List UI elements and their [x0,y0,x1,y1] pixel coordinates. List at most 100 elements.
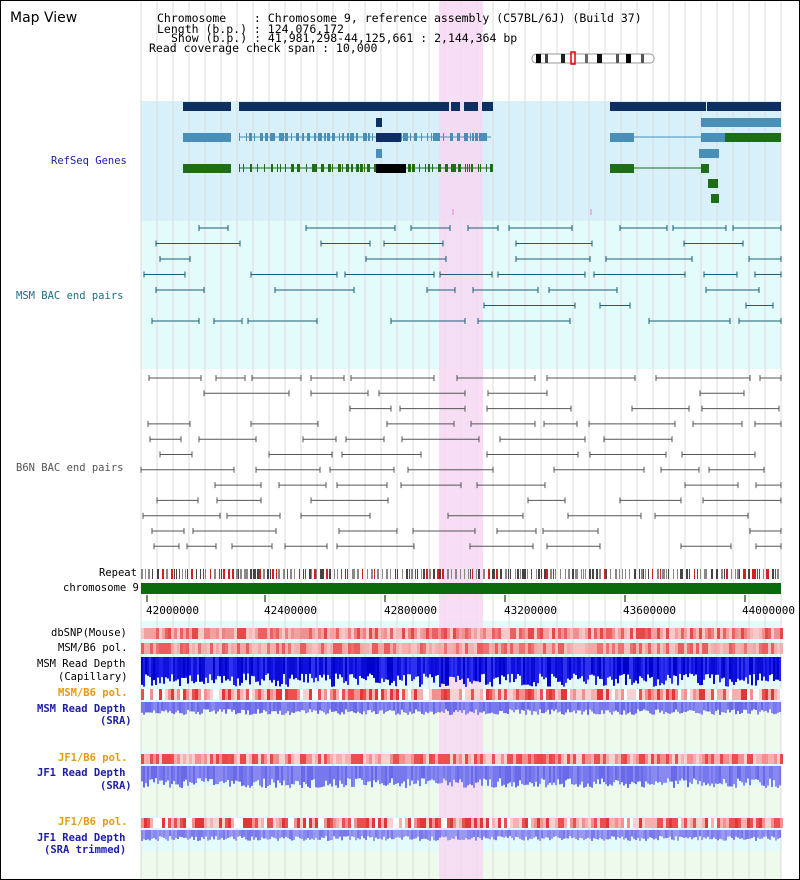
dbsnp-heat [540,628,543,639]
jf1-read-depth-trim-bar [327,830,329,841]
msm-b6-pol-heat-2 [264,689,267,700]
msm-b6-pol-heat [369,643,372,654]
msm-b6-pol-heat-2 [726,689,729,700]
jf1-read-depth-trim-bar [493,830,495,840]
msm-b6-pol-heat [348,643,351,654]
msm-b6-pol-heat-2 [774,689,777,700]
msm-read-depth-cap-bar [711,657,713,675]
gene-exon [270,133,273,141]
msm-read-depth-cap-bar [201,657,203,682]
jf1-b6-pol-heat-2 [570,818,573,828]
msm-read-depth-cap-bar [491,657,493,687]
msm-read-depth-cap-bar [473,657,475,681]
msm-read-depth-cap-bar [511,657,513,674]
dbsnp-heat [252,628,255,639]
dbsnp-heat [756,628,759,639]
msm-b6-pol-heat [288,643,291,654]
jf1-read-depth-trim-bar [445,830,447,837]
msm-read-depth-sra-bar [267,702,269,715]
jf1-read-depth-trim-bar [237,830,239,837]
jf1-b6-pol-heat [297,754,300,764]
msm-read-depth-cap-bar [259,657,261,686]
jf1-b6-pol-heat-2 [663,818,666,828]
msm-read-depth-sra-bar [631,702,633,715]
msm-b6-pol-heat-2 [519,689,522,700]
msm-read-depth-sra-bar [513,702,515,713]
jf1-read-depth-sra-bar [551,766,553,785]
msm-b6-pol-heat [186,643,189,654]
gene-exon [490,164,493,172]
gene-exon [438,164,441,172]
msm-read-depth-sra-bar [375,702,377,715]
jf1-read-depth-sra-bar [209,766,211,780]
dbsnp-heat [258,628,261,639]
msm-read-depth-cap-bar [429,657,431,675]
msm-read-depth-sra-bar [305,702,307,714]
msm-read-depth-cap-bar [295,657,297,679]
jf1-b6-pol-heat-2 [444,818,447,828]
jf1-read-depth-sra-bar [485,766,487,780]
msm-read-depth-cap-bar [393,657,395,681]
gene-exon [486,164,487,172]
msm-b6-pol-heat [516,643,519,654]
dbsnp-heat [702,628,705,639]
jf1-read-depth-sra-bar [709,766,711,786]
msm-b6-pol-heat-2 [243,689,246,700]
msm-b6-pol-heat [180,643,183,654]
msm-read-depth-sra-bar [221,702,223,712]
msm-read-depth-sra-bar [723,702,725,713]
ideogram-band [626,54,631,63]
jf1-read-depth-sra-bar [343,766,345,788]
dbsnp-heat [264,628,267,639]
msm-read-depth-sra-bar [699,702,701,714]
jf1-read-depth-trim-bar [303,830,305,841]
jf1-read-depth-trim-bar [589,830,591,839]
msm-read-depth-cap-bar [345,657,347,682]
msm-read-depth-sra-bar [745,702,747,710]
msm-b6-pol-heat [261,643,264,654]
repeat-element [294,569,295,579]
jf1-b6-pol-heat-2 [396,818,399,828]
msm-read-depth-sra-bar [731,702,733,711]
msm-read-depth-cap-bar [385,657,387,680]
dbsnp-heat [165,628,168,639]
msm-read-depth-cap-bar [331,657,333,687]
msm-read-depth-sra-bar [485,702,487,715]
msm-read-depth-sra-bar [261,702,263,713]
msm-read-depth-sra-label: MSM Read Depth [37,703,126,715]
jf1-b6-pol-heat-2 [654,818,657,828]
dbsnp-heat [576,628,579,639]
repeat-element [763,569,764,579]
jf1-read-depth-trim-bar [575,830,577,839]
msm-read-depth-cap-bar [773,657,775,682]
msm-b6-pol-heat [297,643,300,654]
jf1-b6-pol-heat-2 [222,818,225,828]
jf1-b6-pol-heat [732,754,735,764]
jf1-b6-pol-heat-2 [150,818,153,828]
repeat-element [278,569,280,579]
msm-read-depth-cap-bar [171,657,173,675]
msm-b6-pol-heat-2 [639,689,642,700]
msm-read-depth-sra-bar [373,702,375,712]
msm-b6-pol-heat-2 [426,689,429,700]
selected-region-highlight [439,1,483,879]
msm-read-depth-sra-bar [279,702,281,711]
msm-b6-pol-heat-2 [354,689,357,700]
dbsnp-heat [642,628,645,639]
msm-read-depth-cap-bar [153,657,155,681]
msm-b6-pol-heat-2 [411,689,414,700]
jf1-b6-pol-heat [282,754,285,764]
msm-b6-pol-heat-2 [141,689,144,700]
msm-b6-pol-heat-2 [150,689,153,700]
jf1-read-depth-trim-bar [659,830,661,837]
msm-read-depth-cap-bar [247,657,249,674]
dbsnp-heat [765,628,768,639]
jf1-b6-pol-heat-2 [177,818,180,828]
msm-read-depth-cap-bar [205,657,207,678]
msm-read-depth-sra-bar [767,702,769,713]
msm-read-depth-cap-bar [181,657,183,678]
jf1-read-depth-trim-bar [555,830,557,837]
msm-read-depth-sra-bar [495,702,497,715]
jf1-b6-pol-heat-2 [639,818,642,828]
